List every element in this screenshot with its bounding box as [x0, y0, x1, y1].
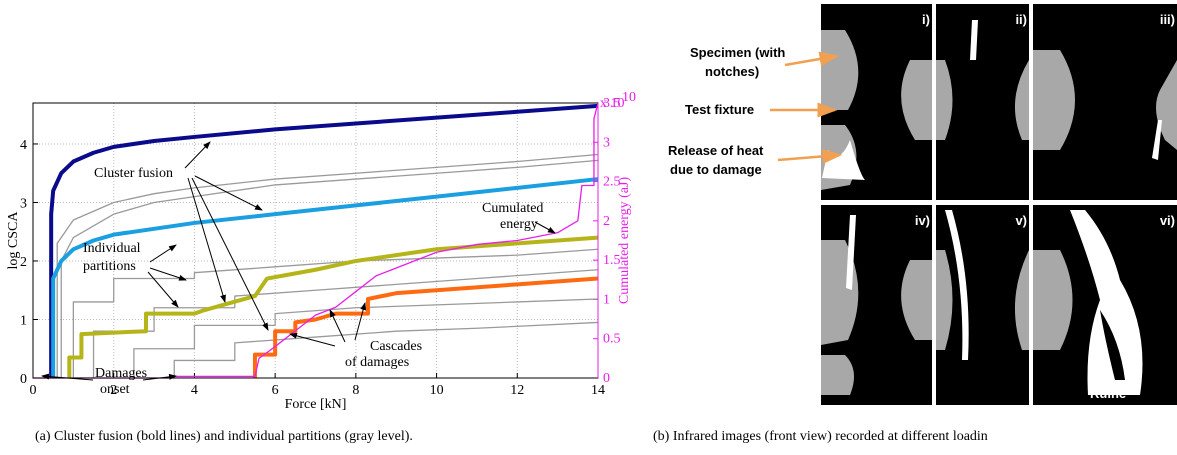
annotation-arrows [41, 141, 556, 381]
data-line [133, 298, 599, 378]
arrow [184, 141, 211, 169]
y2-multiplier: x 10 [600, 96, 625, 111]
data-line [67, 235, 599, 378]
arrow [142, 373, 177, 381]
data-line [56, 153, 599, 378]
image-annotation: notches) [705, 64, 759, 79]
panel-label: v) [1015, 213, 1027, 228]
annotation: of damages [345, 355, 409, 370]
annotation: Damages [95, 366, 147, 381]
y2-multiplier-exponent: 10 [622, 90, 636, 105]
panel-label: iv) [915, 213, 930, 228]
image-panel [821, 205, 932, 405]
panel-label: ii) [1015, 12, 1027, 27]
image-annotation: Specimen (with [690, 45, 785, 60]
y2-tick-label: 3.5 [603, 96, 621, 111]
arrow [329, 309, 346, 343]
data-line [60, 159, 599, 378]
x-tick-label: 4 [191, 383, 198, 398]
image-panel [1033, 4, 1177, 200]
y-tick-label: 4 [20, 138, 27, 153]
panel-label: vi) [1160, 213, 1175, 228]
arrow [354, 302, 367, 341]
arrow [777, 148, 843, 164]
image-panel [936, 205, 1029, 405]
arrow [191, 177, 269, 331]
image-annotation: due to damage [670, 162, 762, 177]
y2-tick-label: 0 [603, 371, 610, 386]
y2-tick-label: 0.5 [603, 332, 621, 347]
y-tick-label: 0 [20, 372, 27, 387]
annotation: onset [100, 382, 130, 397]
panel-label: iii) [1160, 12, 1175, 27]
image-panel [1033, 205, 1177, 405]
x-tick-label: 12 [510, 383, 524, 398]
caption: (a) Cluster fusion (bold lines) and indi… [35, 429, 413, 444]
image-annotation: Release of heat [668, 143, 764, 158]
annotation: Cumulated [482, 201, 543, 216]
overlay-text: Ruine [1090, 386, 1126, 401]
annotation: energy [500, 217, 538, 232]
data-line [72, 248, 599, 378]
annotations: Cluster fusion Individual partitions Cum… [83, 166, 543, 397]
data-line [51, 177, 599, 378]
image-panel [936, 4, 1029, 200]
data-line [252, 276, 599, 378]
arrow [289, 332, 336, 347]
data-line [49, 103, 599, 378]
y-axis-label: log CSCA [6, 211, 21, 270]
annotation: Individual [83, 241, 141, 256]
x-tick-label: 10 [430, 383, 444, 398]
annotation: partitions [83, 259, 136, 274]
arrow [41, 373, 94, 381]
y2-tick-label: 1.5 [603, 253, 621, 268]
x-tick-label: 6 [272, 383, 279, 398]
y-tick-label: 1 [20, 313, 27, 328]
y2-tick-label: 2 [603, 214, 610, 229]
arrow [534, 221, 556, 234]
panel-label: i) [922, 12, 930, 27]
y2-tick-label: 1 [603, 292, 610, 307]
x-tick-label: 0 [30, 383, 37, 398]
image-panel [821, 4, 932, 200]
annotation: Cascades [370, 339, 422, 354]
y-tick-label: 3 [20, 196, 27, 211]
arrow [149, 244, 177, 263]
data-line [33, 102, 599, 379]
infrared-images: i) ii) iii) iv) v) vi) Ruine Specimen (w… [668, 4, 1177, 405]
y2-tick-label: 2.5 [603, 175, 621, 190]
arrow [149, 267, 187, 281]
arrow [187, 177, 226, 303]
caption: (b) Infrared images (front view) recorde… [653, 429, 988, 444]
arrow [784, 51, 840, 67]
x-tick-label: 8 [352, 383, 359, 398]
arrow [147, 271, 179, 308]
y-tick-label: 2 [20, 255, 27, 270]
arrow [194, 175, 263, 211]
image-annotation: Test fixture [685, 102, 754, 117]
x-tick-label: 14 [591, 383, 605, 398]
x-tick-label: 2 [110, 383, 117, 398]
y2-axis-label: Cumulated energy (aJ) [617, 177, 632, 305]
y2-tick-label: 3 [603, 135, 610, 150]
annotation: Cluster fusion [94, 166, 173, 181]
x-axis-label: Force [kN] [285, 397, 347, 412]
